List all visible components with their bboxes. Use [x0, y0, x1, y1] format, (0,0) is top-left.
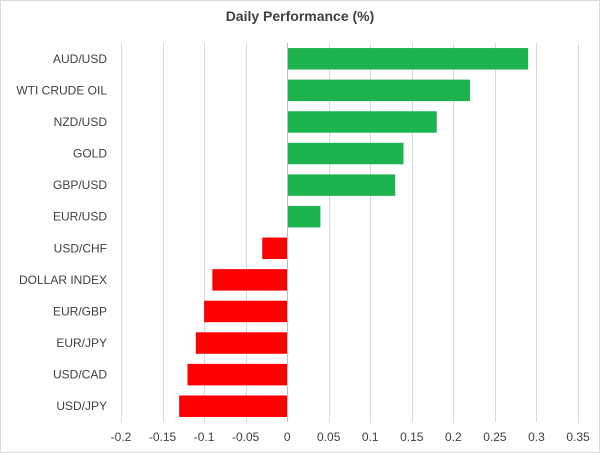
x-tick-label: 0.25	[483, 430, 507, 444]
bar	[287, 205, 321, 228]
x-tick-label: 0.3	[528, 430, 545, 444]
bar	[287, 174, 396, 196]
category-label: USD/JPY	[56, 399, 107, 413]
x-tick-label: -0.05	[232, 430, 260, 444]
category-label: WTI CRUDE OIL	[16, 83, 107, 97]
bar	[287, 79, 470, 102]
bar	[212, 269, 288, 291]
category-label: USD/CAD	[53, 368, 107, 382]
grid-layer	[121, 43, 579, 422]
category-label: AUD/USD	[53, 52, 107, 66]
bar-layer	[179, 48, 529, 417]
chart-title: Daily Performance (%)	[225, 8, 375, 24]
category-label: DOLLAR INDEX	[19, 273, 107, 287]
x-tick-label: 0.1	[362, 430, 379, 444]
bar	[195, 332, 288, 354]
category-label: NZD/USD	[54, 115, 108, 129]
bar	[287, 142, 404, 165]
category-label: EUR/GBP	[53, 304, 107, 318]
x-tick-label: 0.05	[317, 430, 341, 444]
category-label: EUR/USD	[53, 210, 107, 224]
x-tick-label: 0.35	[566, 430, 590, 444]
x-tick-label: 0	[284, 430, 291, 444]
category-label: EUR/JPY	[56, 336, 107, 350]
category-label: GOLD	[73, 147, 107, 161]
bar	[204, 300, 288, 323]
bar	[262, 237, 288, 260]
category-label: USD/CHF	[54, 241, 107, 255]
category-label: GBP/USD	[53, 178, 107, 192]
x-tick-label: 0.15	[400, 430, 424, 444]
x-tick-label: -0.15	[149, 430, 177, 444]
bar	[179, 395, 288, 417]
label-layer: -0.2 -0.15 -0.1 -0.05 0 0.05 0.1 0.15 0.2 0.25 0.3…	[16, 52, 590, 444]
x-tick-label: -0.1	[194, 430, 215, 444]
x-tick-label: -0.2	[111, 430, 132, 444]
x-tick-label: 0.2	[445, 430, 462, 444]
bar	[287, 111, 437, 133]
bar	[287, 48, 529, 70]
bar	[187, 363, 288, 386]
